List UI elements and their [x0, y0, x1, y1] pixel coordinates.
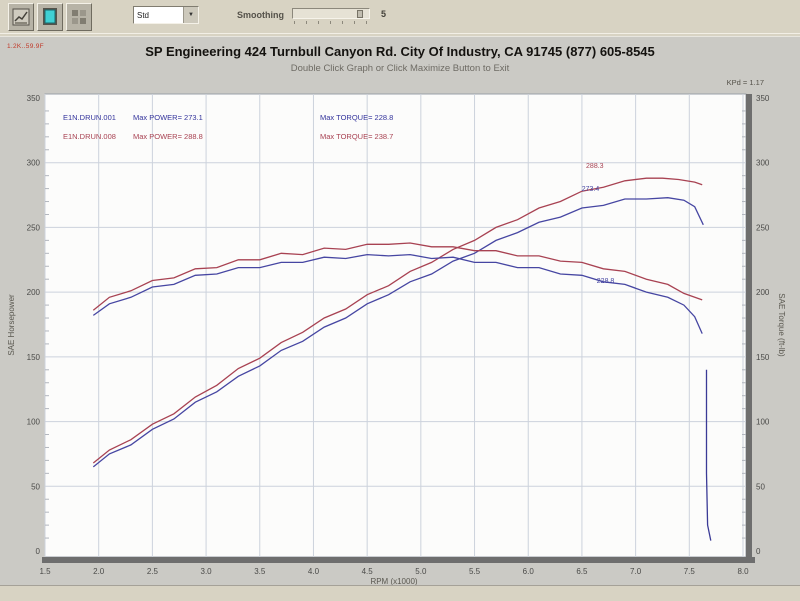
x-axis-bar [42, 557, 755, 563]
legend-max-torque: Max TORQUE= 238.7 [320, 132, 394, 141]
y-tick-label-left: 250 [27, 223, 41, 232]
curve-run-001-torque [92, 253, 703, 334]
x-tick-label: 3.0 [201, 567, 213, 576]
y-tick-label-left: 200 [27, 288, 41, 297]
legend-max-power: Max POWER= 273.1 [133, 113, 203, 122]
y-tick-label-right: 150 [756, 353, 770, 362]
x-tick-label: 8.0 [737, 567, 749, 576]
page-subtitle: Double Click Graph or Click Maximize But… [290, 63, 510, 74]
toolbar-button-grid[interactable] [66, 3, 92, 31]
smoothing-value: 5 [381, 9, 387, 19]
x-tick-label: 2.5 [147, 567, 159, 576]
x-tick-label: 4.0 [308, 567, 320, 576]
y-tick-label-right: 100 [756, 418, 770, 427]
y-tick-label-right: 250 [756, 223, 770, 232]
smoothing-slider[interactable] [292, 8, 370, 19]
y-tick-label-left: 50 [31, 482, 40, 491]
x-tick-label: 5.5 [469, 567, 481, 576]
x-tick-label: 7.5 [684, 567, 696, 576]
scale-dropdown-value: Std [137, 11, 150, 20]
legend-row-run-008: E1N.DRUN.008 Max POWER= 288.8 Max TORQUE… [0, 132, 800, 142]
legend-run-name: E1N.DRUN.001 [63, 113, 116, 122]
curve-run-008-torque [92, 242, 703, 311]
graph-icon [12, 8, 30, 26]
x-tick-label: 2.0 [93, 567, 105, 576]
legend-run-name: E1N.DRUN.008 [63, 132, 116, 141]
legend-max-torque: Max TORQUE= 228.8 [320, 113, 394, 122]
toolbar-button-graph[interactable] [8, 3, 34, 31]
x-tick-label: 4.5 [362, 567, 374, 576]
window-bottom-strip [0, 585, 800, 601]
legend-max-power: Max POWER= 288.8 [133, 132, 203, 141]
x-tick-label: 5.0 [415, 567, 427, 576]
curve-run-008-power [92, 177, 703, 464]
toolbar: Std ▼ Smoothing 5 [0, 0, 800, 34]
curve-label: 228.8 [597, 278, 615, 285]
left-axis-title: SAE Horsepower [7, 294, 16, 356]
grid-icon [71, 9, 87, 25]
y-tick-label-right: 350 [756, 94, 770, 103]
y-tick-label-left: 150 [27, 353, 41, 362]
curve-run-001-dropoff [705, 369, 712, 541]
page-title: SP Engineering 424 Turnbull Canyon Rd. C… [145, 44, 655, 59]
dyno-chart: 0 0 50 50 100 100 150 150 200 200 250 250 300 300 350 3… [7, 93, 786, 586]
y-tick-label-left: 300 [27, 159, 41, 168]
right-axis-title: SAE Torque (ft-lb) [777, 293, 786, 357]
y-tick-label-right: 200 [756, 288, 770, 297]
y-tick-label-right: 50 [756, 482, 765, 491]
y-tick-label-left: 100 [27, 418, 41, 427]
x-tick-label: 6.0 [523, 567, 535, 576]
display-icon [43, 8, 57, 25]
x-tick-label: 7.0 [630, 567, 642, 576]
dyno-graph-panel[interactable]: 1.2K..59.9F SP Engineering 424 Turnbull … [0, 36, 800, 586]
toolbar-button-display[interactable] [37, 3, 63, 31]
x-axis-title: RPM (x1000) [370, 577, 417, 586]
y-tick-label-right: 300 [756, 159, 770, 168]
y-tick-label-left: 0 [36, 547, 41, 556]
y-tick-label-left: 350 [27, 94, 41, 103]
y-axis-bar [746, 94, 752, 563]
curve-label: 273.4 [582, 186, 600, 193]
x-tick-label: 3.5 [254, 567, 266, 576]
smoothing-slider-ticks [294, 21, 368, 24]
legend-row-run-001: E1N.DRUN.001 Max POWER= 273.1 Max TORQUE… [0, 113, 800, 123]
curve-run-001-power [92, 197, 704, 468]
x-tick-label: 6.5 [576, 567, 588, 576]
scale-dropdown[interactable]: Std ▼ [133, 6, 199, 24]
corner-readout: 1.2K..59.9F [7, 43, 44, 50]
smoothing-label: Smoothing [237, 10, 284, 20]
x-tick-label: 1.5 [39, 567, 51, 576]
curve-label: 288.3 [586, 163, 604, 170]
smoothing-slider-thumb[interactable] [357, 10, 363, 18]
correction-factor: KPd = 1.17 [726, 78, 764, 87]
plot-background [44, 93, 747, 558]
chevron-down-icon[interactable]: ▼ [183, 7, 198, 23]
y-tick-label-right: 0 [756, 547, 761, 556]
